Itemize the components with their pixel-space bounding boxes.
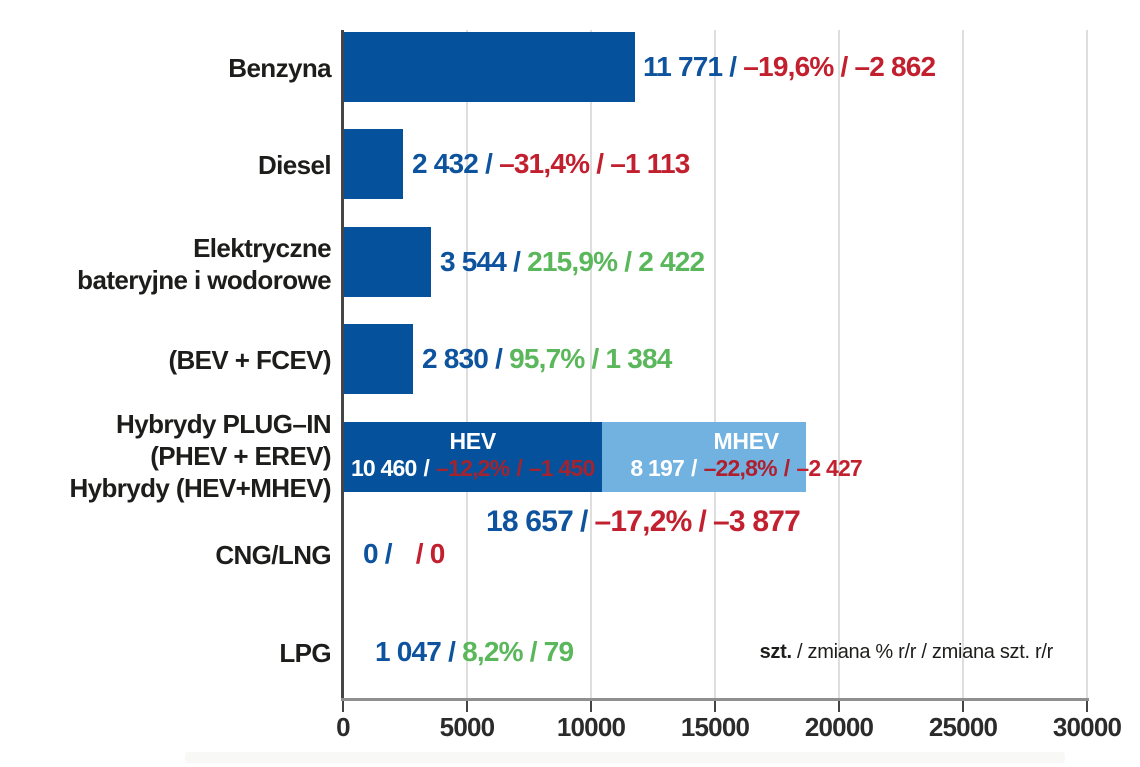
gridline — [1086, 30, 1088, 700]
bar-elektryczne — [343, 227, 431, 297]
x-tick-label: 10000 — [556, 712, 626, 742]
gridline — [838, 30, 840, 700]
category-label-lpg: LPG — [279, 638, 331, 668]
x-tick — [714, 701, 716, 712]
x-tick — [1086, 701, 1088, 712]
value-label-lpg: 1 047/8,2%/79 — [375, 636, 574, 667]
bar-segment-hev: HEV 10 460/–12,2% / –1 450 — [343, 422, 603, 492]
x-tick — [590, 701, 592, 712]
value-label-hybrydy-total: 18 657/–17,2% / –3 877 — [486, 505, 801, 538]
gridline — [590, 30, 592, 700]
mhev-segment-label: MHEV 8 197/–22,8% / –2 427 — [630, 428, 862, 482]
mhev-title: MHEV — [713, 428, 780, 454]
bar-benzyna — [343, 32, 635, 102]
x-tick-label: 15000 — [680, 712, 750, 742]
bar-diesel — [343, 129, 404, 199]
hev-segment-label: HEV 10 460/–12,2% / –1 450 — [343, 428, 602, 482]
cropped-caption-remnant — [185, 752, 1065, 763]
x-tick-label: 25000 — [928, 712, 998, 742]
value-label-cng-lng: 0//0 — [363, 538, 445, 569]
bar-hybrydy-stacked: HEV 10 460/–12,2% / –1 450 MHEV 8 197/–22,… — [343, 422, 863, 492]
x-tick — [962, 701, 964, 712]
category-label-cng-lng: CNG/LNG — [215, 540, 331, 570]
y-axis-line — [341, 30, 344, 700]
category-label-elektryczne: Elektryczne bateryjne i wodorowe — [77, 233, 331, 295]
category-label-hybrydy: Hybrydy PLUG–IN (PHEV + EREV) Hybrydy (H… — [69, 409, 331, 503]
value-label-diesel: 2 432/–31,4% / –1 113 — [412, 148, 690, 179]
x-tick — [342, 701, 344, 712]
mhev-values: 8 197/–22,8% / –2 427 — [630, 455, 862, 481]
units-legend: szt. / zmiana % r/r / zmiana szt. r/r — [759, 641, 1054, 663]
x-tick-label: 0 — [336, 712, 350, 742]
bar-bev-fcev — [343, 324, 414, 394]
x-tick-label: 5000 — [439, 712, 495, 742]
value-label-bev-fcev: 2 830/95,7%/1 384 — [422, 343, 672, 374]
x-tick — [838, 701, 840, 712]
hev-values: 10 460/–12,2% / –1 450 — [350, 455, 595, 481]
value-label-benzyna: 11 771/–19,6% / –2 862 — [643, 51, 936, 82]
category-label-benzyna: Benzyna — [228, 53, 331, 83]
gridline — [962, 30, 964, 700]
gridline — [714, 30, 716, 700]
bar-segment-mhev: MHEV 8 197/–22,8% / –2 427 — [602, 422, 863, 492]
category-label-bev-fcev: (BEV + FCEV) — [168, 345, 331, 375]
value-label-elektryczne: 3 544/215,9%/2 422 — [440, 246, 705, 277]
category-label-diesel: Diesel — [257, 150, 332, 180]
hev-title: HEV — [449, 428, 497, 454]
gridline — [466, 30, 468, 700]
x-tick — [466, 701, 468, 712]
x-tick-label: 30000 — [1052, 712, 1122, 742]
x-axis-line — [341, 698, 1089, 701]
x-tick-label: 20000 — [804, 712, 874, 742]
